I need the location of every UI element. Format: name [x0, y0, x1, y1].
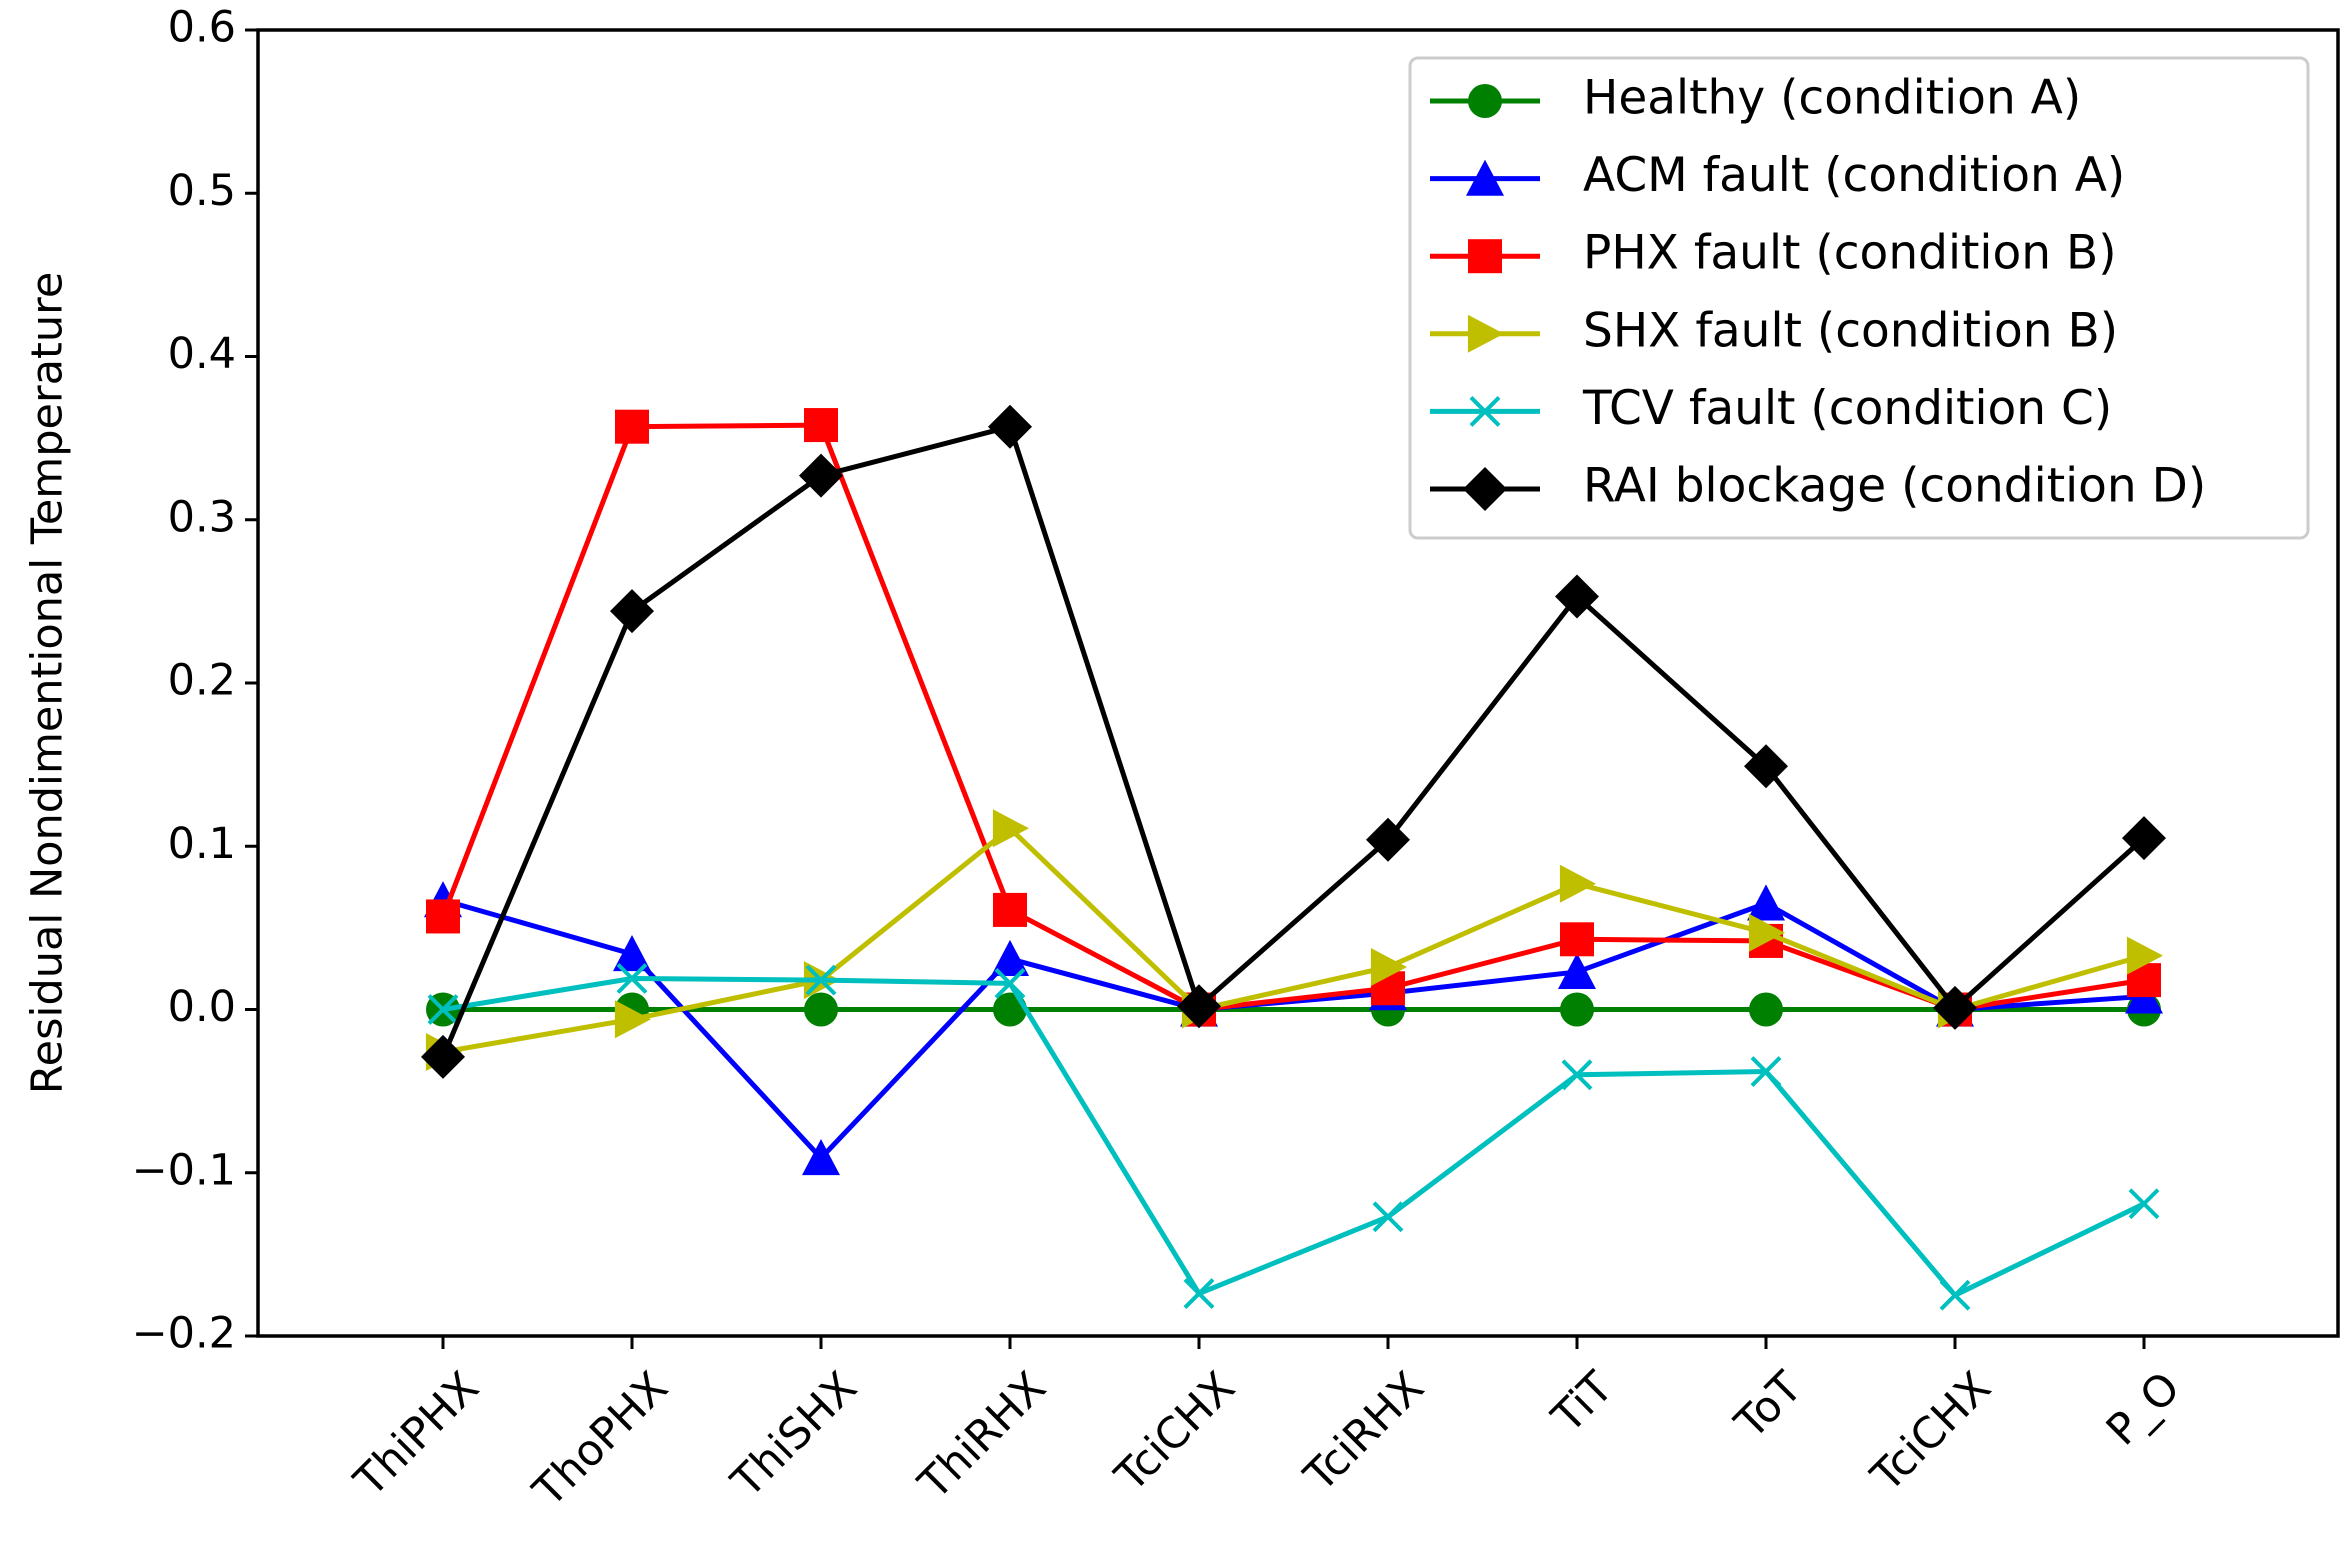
legend-label: SHX fault (condition B) [1583, 303, 2118, 358]
legend-label: RAI blockage (condition D) [1583, 459, 2206, 514]
series-layer [421, 404, 2166, 1311]
data-point-rai-blockage [421, 1034, 465, 1079]
data-point-acm-fault [991, 939, 1029, 976]
data-point-tcv-fault [805, 964, 837, 996]
data-point-rai-blockage [799, 453, 843, 498]
legend-marker-tcv-fault [1469, 395, 1501, 427]
data-point-rai-blockage [988, 404, 1032, 449]
plot-frame [256, 28, 2340, 1338]
y-tick-label: −0.1 [132, 1145, 236, 1195]
data-point-acm-fault [1747, 884, 1785, 921]
data-point-rai-blockage [2122, 816, 2166, 861]
legend-label: TCV fault (condition C) [1582, 381, 2112, 436]
legend-item-rai-blockage: RAI blockage (condition D) [1430, 459, 2206, 514]
data-point-rai-blockage [1555, 574, 1599, 619]
legend-marker-healthy [1468, 84, 1502, 118]
legend: Healthy (condition A) ACM fault (conditio… [1408, 56, 2310, 540]
y-tick-label: 0.2 [168, 656, 236, 706]
y-axis-ticks: −0.2 −0.1 0.0 0.1 0.2 0.3 0.4 0.5 0.6 [132, 3, 258, 1359]
data-point-healthy [804, 992, 838, 1027]
data-point-rai-blockage [1366, 817, 1410, 862]
data-point-tcv-fault [1750, 1056, 1782, 1087]
data-point-tcv-fault [994, 967, 1026, 999]
data-point-healthy [1560, 992, 1594, 1027]
series-line-tcv-fault [442, 975, 2146, 1298]
legend-marker-rai-blockage [1463, 467, 1507, 511]
data-point-tcv-fault [616, 963, 648, 994]
series-line-phx-fault [440, 422, 2145, 1012]
y-tick-label: 0.6 [168, 3, 236, 53]
y-tick-label: 0.4 [168, 329, 236, 379]
data-point-shx-fault [1370, 948, 1407, 987]
data-point-phx-fault [426, 899, 460, 934]
data-point-tcv-fault [1939, 1279, 1971, 1311]
data-point-tcv-fault [1561, 1059, 1593, 1091]
legend-label: PHX fault (condition B) [1583, 226, 2117, 281]
data-point-acm-fault [613, 934, 651, 972]
data-point-acm-fault [1558, 952, 1596, 990]
data-point-phx-fault [993, 892, 1027, 927]
series-rai-blockage [421, 404, 2166, 1079]
legend-item-acm-fault: ACM fault (condition A) [1430, 148, 2125, 203]
legend-marker-shx-fault [1467, 314, 1504, 353]
data-point-rai-blockage [610, 589, 654, 634]
y-tick-label: 0.0 [168, 982, 236, 1032]
data-point-shx-fault [1559, 864, 1596, 903]
data-point-shx-fault [1748, 913, 1785, 952]
data-point-shx-fault [992, 809, 1029, 848]
data-point-shx-fault [614, 1000, 651, 1039]
y-axis-title: Residual Nondimentional Temperature [23, 272, 73, 1095]
y-tick-label: 0.5 [168, 166, 236, 216]
legend-label: Healthy (condition A) [1583, 71, 2081, 126]
data-point-rai-blockage [1744, 744, 1788, 789]
data-point-tcv-fault [1183, 1278, 1215, 1309]
legend-item-shx-fault: SHX fault (condition B) [1430, 303, 2118, 358]
legend-label: ACM fault (condition A) [1583, 148, 2125, 203]
data-point-phx-fault [804, 408, 838, 443]
data-point-shx-fault [2126, 936, 2163, 975]
data-point-tcv-fault [2128, 1188, 2160, 1220]
data-point-tcv-fault [427, 994, 459, 1025]
series-line-shx-fault [442, 825, 2145, 1055]
y-axis-title-group: Residual Nondimentional Temperature [23, 272, 73, 1095]
legend-item-tcv-fault: TCV fault (condition C) [1430, 381, 2112, 436]
data-point-phx-fault [1560, 922, 1594, 957]
y-tick-label: 0.3 [168, 492, 236, 542]
y-tick-label: 0.1 [168, 819, 236, 869]
data-point-healthy [1749, 992, 1783, 1027]
y-tick-label: −0.2 [132, 1309, 236, 1359]
data-point-tcv-fault [1372, 1201, 1404, 1233]
data-point-phx-fault [615, 409, 649, 444]
series-tcv-fault [427, 963, 2160, 1311]
legend-box [1408, 56, 2310, 540]
legend-item-healthy: Healthy (condition A) [1430, 71, 2081, 126]
series-line-rai-blockage [440, 424, 2146, 1058]
legend-item-phx-fault: PHX fault (condition B) [1430, 226, 2117, 281]
data-point-rai-blockage [1177, 984, 1221, 1029]
legend-marker-phx-fault [1468, 239, 1502, 274]
data-point-acm-fault [802, 1139, 840, 1176]
data-point-rai-blockage [1933, 985, 1977, 1030]
legend-marker-acm-fault [1466, 159, 1504, 196]
